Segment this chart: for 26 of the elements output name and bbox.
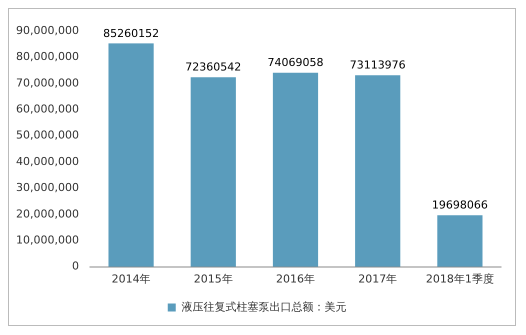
y-tick-label: 80,000,000 bbox=[16, 50, 79, 64]
y-tick-label: 30,000,000 bbox=[16, 181, 79, 194]
x-tick-label: 2014年 bbox=[112, 272, 151, 286]
x-tick-label: 2018年1季度 bbox=[426, 272, 494, 286]
y-tick-label: 60,000,000 bbox=[16, 102, 79, 116]
data-label: 73113976 bbox=[350, 58, 406, 72]
y-tick-label: 40,000,000 bbox=[16, 154, 79, 168]
data-label: 85260152 bbox=[103, 26, 160, 40]
x-tick-label: 2015年 bbox=[194, 272, 233, 286]
legend-label: 液压往复式柱塞泵出口总额：美元 bbox=[181, 300, 346, 314]
y-tick-label: 90,000,000 bbox=[16, 24, 79, 37]
data-label: 72360542 bbox=[185, 60, 242, 74]
data-label: 74069058 bbox=[267, 56, 324, 70]
bar bbox=[437, 215, 483, 267]
bar bbox=[108, 43, 154, 267]
bar bbox=[190, 77, 236, 267]
y-tick-label: 0 bbox=[72, 260, 79, 273]
y-tick-label: 50,000,000 bbox=[16, 128, 79, 142]
x-tick-label: 2016年 bbox=[276, 272, 315, 286]
y-tick-label: 20,000,000 bbox=[16, 207, 79, 220]
data-label: 19698066 bbox=[432, 198, 488, 212]
y-tick-label: 70,000,000 bbox=[16, 76, 79, 90]
x-tick-label: 2017年 bbox=[358, 272, 398, 286]
y-tick-label: 10,000,000 bbox=[16, 233, 79, 246]
bar bbox=[355, 75, 400, 267]
bar bbox=[272, 72, 318, 267]
